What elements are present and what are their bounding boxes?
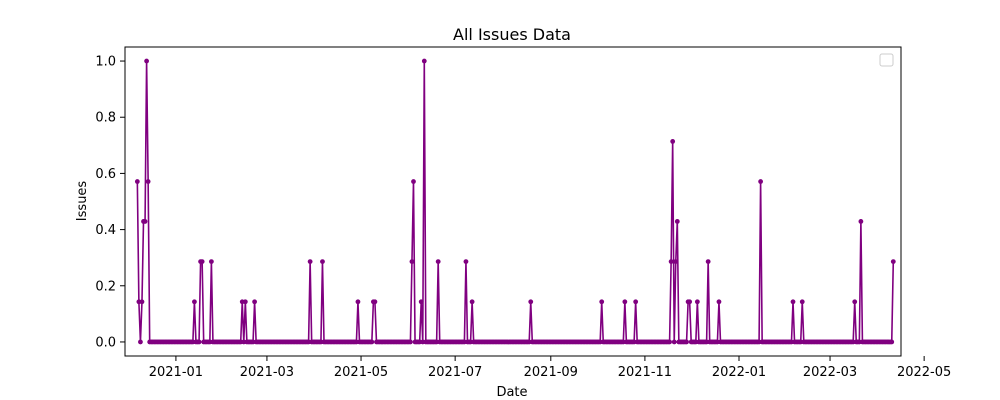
data-point [199, 259, 205, 265]
data-point [192, 299, 197, 305]
legend-box [879, 53, 894, 67]
data-point [142, 219, 148, 224]
data-point [852, 299, 858, 305]
data-point [633, 299, 639, 305]
x-tick-label: 2021-05 [334, 365, 388, 380]
data-point [668, 259, 674, 265]
data-point [671, 339, 677, 345]
data-point [355, 299, 361, 305]
data-point [252, 299, 257, 305]
data-point [528, 299, 534, 305]
data-point [694, 299, 700, 305]
data-point [716, 299, 722, 305]
data-point [674, 219, 680, 224]
data-point [858, 219, 864, 224]
data-point [799, 299, 805, 305]
y-tick-label: 1.0 [95, 55, 116, 70]
data-point [411, 179, 416, 184]
x-tick-label: 2021-09 [524, 365, 578, 380]
data-point [242, 299, 248, 305]
y-axis: 0.0 0.2 0.4 0.6 0.8 1.0 [95, 55, 125, 350]
data-point [145, 179, 151, 184]
data-point [599, 299, 605, 305]
data-point [409, 259, 415, 265]
x-axis: 2021-01 2021-03 2021-05 2021-07 2021-09 2021-… [149, 356, 951, 380]
data-point [790, 299, 796, 305]
x-tick-label: 2021-07 [428, 365, 482, 380]
chart-title: All Issues Data [453, 25, 571, 44]
data-point [134, 179, 140, 184]
data-point [687, 299, 693, 305]
x-axis-label: Date [496, 385, 527, 400]
data-point [307, 259, 313, 265]
data-point [435, 259, 441, 265]
y-tick-label: 0.0 [95, 335, 116, 350]
data-point [758, 179, 764, 184]
data-point [369, 339, 375, 345]
y-tick-label: 0.8 [95, 111, 116, 126]
data-point [196, 339, 202, 345]
series-issues [134, 58, 896, 345]
data-point [372, 299, 378, 305]
x-tick-label: 2021-01 [149, 365, 203, 380]
data-point [667, 339, 672, 345]
y-tick-label: 0.4 [95, 223, 116, 238]
data-point [622, 299, 628, 305]
data-point [469, 299, 475, 305]
y-axis-label: Issues [75, 181, 90, 222]
data-point [673, 259, 679, 265]
data-point [705, 259, 711, 265]
data-point [890, 259, 896, 265]
y-tick-label: 0.6 [95, 167, 116, 182]
data-point [138, 339, 143, 345]
data-point [144, 58, 150, 64]
x-tick-label: 2022-05 [897, 365, 951, 380]
x-tick-label: 2022-03 [803, 365, 857, 380]
data-point [670, 138, 676, 144]
x-tick-label: 2021-11 [618, 365, 672, 380]
data-point [408, 339, 413, 345]
y-tick-label: 0.2 [95, 279, 116, 294]
data-point [421, 58, 427, 64]
data-point [418, 299, 424, 305]
x-tick-label: 2022-01 [712, 365, 766, 380]
data-point [320, 259, 325, 265]
data-point [463, 259, 469, 265]
data-point [139, 299, 145, 305]
x-tick-label: 2021-03 [240, 365, 294, 380]
data-point [889, 339, 895, 345]
data-point [684, 339, 689, 345]
data-point [208, 259, 214, 265]
